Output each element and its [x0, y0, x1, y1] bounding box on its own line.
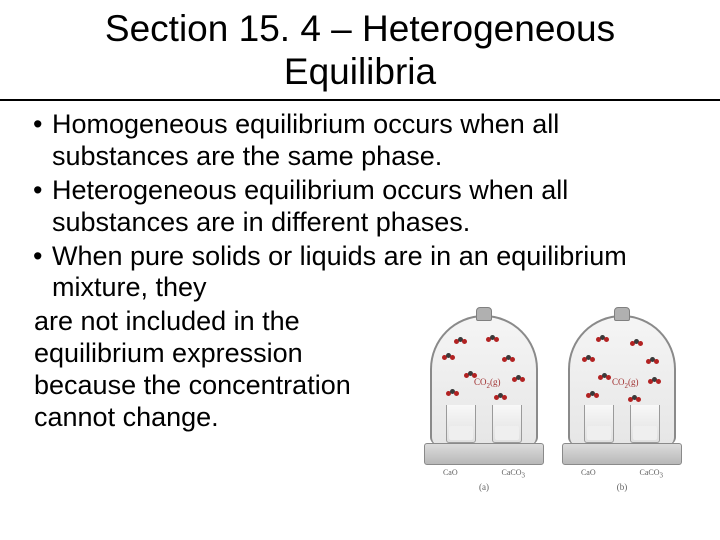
- beaker-caco3-b: [630, 405, 660, 443]
- equilibrium-figure: CO2(g) CaO CaCO3 (a) CO2(g): [408, 302, 698, 492]
- panel-label-b: (b): [617, 482, 628, 492]
- knob-b: [614, 307, 630, 321]
- beaker-labels-a: CaO CaCO3: [424, 468, 544, 480]
- powder-icon: [587, 426, 611, 440]
- gas-molecule-icon: [502, 355, 515, 364]
- co2-gas-label-b: CO2(g): [612, 377, 639, 390]
- section-title: Section 15. 4 – Heterogeneous Equilibria: [0, 0, 720, 101]
- powder-icon: [449, 426, 473, 440]
- beaker-cao-b: [584, 405, 614, 443]
- bullet-homogeneous: Homogeneous equilibrium occurs when all …: [30, 109, 690, 173]
- beaker-labels-b: CaO CaCO3: [562, 468, 682, 480]
- gas-molecule-icon: [586, 391, 599, 400]
- base-plate-a: [424, 443, 544, 465]
- gas-molecule-icon: [628, 395, 641, 404]
- co2-gas-label-a: CO2(g): [474, 377, 501, 390]
- bell-jar-b-block: CO2(g) CaO CaCO3 (b): [562, 315, 682, 492]
- base-plate-b: [562, 443, 682, 465]
- bullet-solids-liquids: When pure solids or liquids are in an eq…: [30, 241, 690, 305]
- gas-molecule-icon: [598, 373, 611, 382]
- cao-label: CaO: [581, 468, 596, 480]
- bullet-heterogeneous: Heterogeneous equilibrium occurs when al…: [30, 175, 690, 239]
- gas-molecule-icon: [596, 335, 609, 344]
- gas-molecule-icon: [454, 337, 467, 346]
- gas-molecule-icon: [648, 377, 661, 386]
- caco3-label: CaCO3: [640, 468, 664, 480]
- beaker-caco3-a: [492, 405, 522, 443]
- beaker-cao-a: [446, 405, 476, 443]
- powder-icon: [495, 426, 519, 440]
- gas-molecule-icon: [442, 353, 455, 362]
- gas-molecule-icon: [512, 375, 525, 384]
- knob-a: [476, 307, 492, 321]
- gas-molecule-icon: [446, 389, 459, 398]
- bell-jar-a: CO2(g): [424, 315, 544, 465]
- cao-label: CaO: [443, 468, 458, 480]
- gas-molecule-icon: [486, 335, 499, 344]
- caco3-label: CaCO3: [502, 468, 526, 480]
- gas-molecule-icon: [646, 357, 659, 366]
- gas-molecule-icon: [494, 393, 507, 402]
- bell-jar-b: CO2(g): [562, 315, 682, 465]
- panel-label-a: (a): [479, 482, 489, 492]
- gas-molecule-icon: [630, 339, 643, 348]
- powder-icon: [633, 426, 657, 440]
- gas-molecule-icon: [582, 355, 595, 364]
- bell-jar-a-block: CO2(g) CaO CaCO3 (a): [424, 315, 544, 492]
